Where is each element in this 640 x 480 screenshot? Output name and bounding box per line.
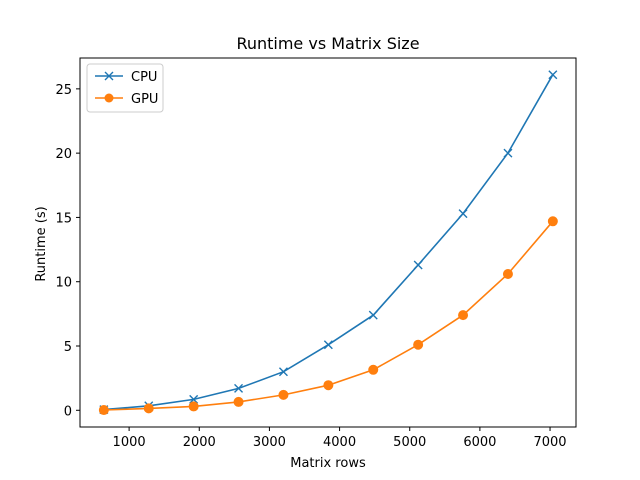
legend-cpu-marker — [104, 71, 114, 81]
gpu-data-point — [502, 269, 513, 279]
gpu-data-point — [143, 403, 154, 414]
gpu-data-point — [323, 380, 334, 391]
x-tick-label: 6000 — [463, 435, 496, 450]
cpu-data-point — [503, 148, 513, 158]
x-tick-label: 5000 — [393, 435, 426, 450]
cpu-data-point — [323, 340, 333, 350]
legend-gpu-label: GPU — [131, 92, 158, 107]
y-tick-label: 25 — [55, 83, 72, 98]
cpu-data-point — [413, 260, 423, 270]
gpu-data-point — [368, 364, 379, 375]
gpu-data-point — [547, 216, 558, 227]
y-tick-label: 0 — [64, 404, 72, 419]
legend-gpu-marker — [104, 93, 114, 103]
x-tick-label: 7000 — [533, 435, 566, 450]
axes-frame — [79, 57, 577, 428]
y-axis-label: Runtime (s) — [34, 206, 49, 281]
cpu-data-point — [458, 209, 468, 219]
x-tick-label: 3000 — [253, 435, 286, 450]
cpu-data-point — [368, 310, 378, 320]
x-tick-label: 2000 — [183, 435, 216, 450]
cpu-series-line — [103, 74, 554, 411]
y-tick-label: 20 — [55, 147, 72, 162]
gpu-data-point — [413, 339, 424, 350]
y-tick-label: 15 — [55, 211, 72, 226]
y-tick-label: 10 — [55, 276, 72, 291]
cpu-data-point — [234, 383, 244, 393]
cpu-data-point — [189, 394, 199, 404]
chart-title: Runtime vs Matrix Size — [236, 34, 419, 53]
cpu-data-point — [278, 367, 288, 377]
gpu-data-point — [278, 389, 289, 400]
gpu-data-point — [98, 405, 109, 416]
y-tick-label: 5 — [64, 340, 72, 355]
x-tick-label: 1000 — [113, 435, 146, 450]
legend-cpu-label: CPU — [131, 70, 157, 85]
cpu-data-point — [548, 70, 558, 80]
gpu-data-point — [458, 310, 469, 321]
gpu-data-point — [233, 396, 244, 407]
x-tick-label: 4000 — [323, 435, 356, 450]
legend: CPU GPU — [86, 63, 164, 113]
gpu-data-point — [188, 401, 199, 412]
x-axis-label: Matrix rows — [290, 456, 366, 471]
plot-area: 1000 2000 3000 4000 5000 6000 7000 0 5 10 15 20 25 CP… — [55, 57, 577, 450]
